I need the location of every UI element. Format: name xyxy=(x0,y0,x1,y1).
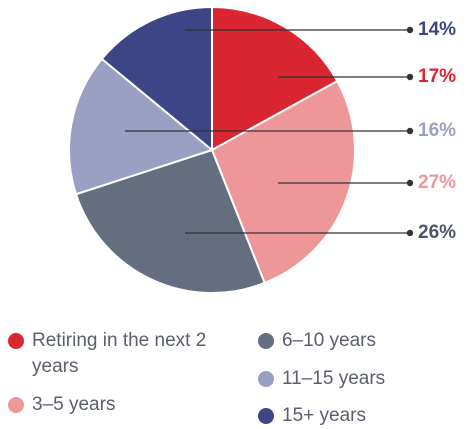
leader-dot xyxy=(406,229,414,237)
legend-swatch xyxy=(258,408,274,424)
legend-label: Retiring in the next 2 years xyxy=(32,330,207,377)
legend-item: 3–5 years xyxy=(8,392,208,418)
pie-slice xyxy=(211,5,339,152)
legend-swatch xyxy=(8,333,24,349)
leader-dot xyxy=(406,127,414,135)
legend-label: 15+ years xyxy=(282,405,366,426)
legend-swatch xyxy=(8,397,24,413)
value-label: 16% xyxy=(418,120,456,141)
pie-slice xyxy=(74,148,266,294)
legend-label: 6–10 years xyxy=(282,330,377,351)
legend-item: Retiring in the next 2 years xyxy=(8,328,208,380)
value-label: 14% xyxy=(418,19,456,40)
legend-label: 11–15 years xyxy=(282,368,386,389)
leader-dot xyxy=(406,26,414,34)
legend-label: 3–5 years xyxy=(32,394,116,415)
leader-dot xyxy=(406,179,414,187)
pie-slice xyxy=(100,5,213,153)
leader-dot xyxy=(406,73,414,81)
chart: 17% 27% 26% 16% 14% xyxy=(68,5,456,294)
legend-item: 15+ years xyxy=(258,403,458,429)
legend-swatch xyxy=(258,371,274,387)
value-label: 26% xyxy=(418,222,456,243)
value-label: 17% xyxy=(418,66,456,87)
legend-item: 6–10 years xyxy=(258,328,458,354)
legend-item: 11–15 years xyxy=(258,366,458,392)
pie-slice xyxy=(68,57,215,196)
value-label: 27% xyxy=(418,172,456,193)
legend-swatch xyxy=(258,333,274,349)
